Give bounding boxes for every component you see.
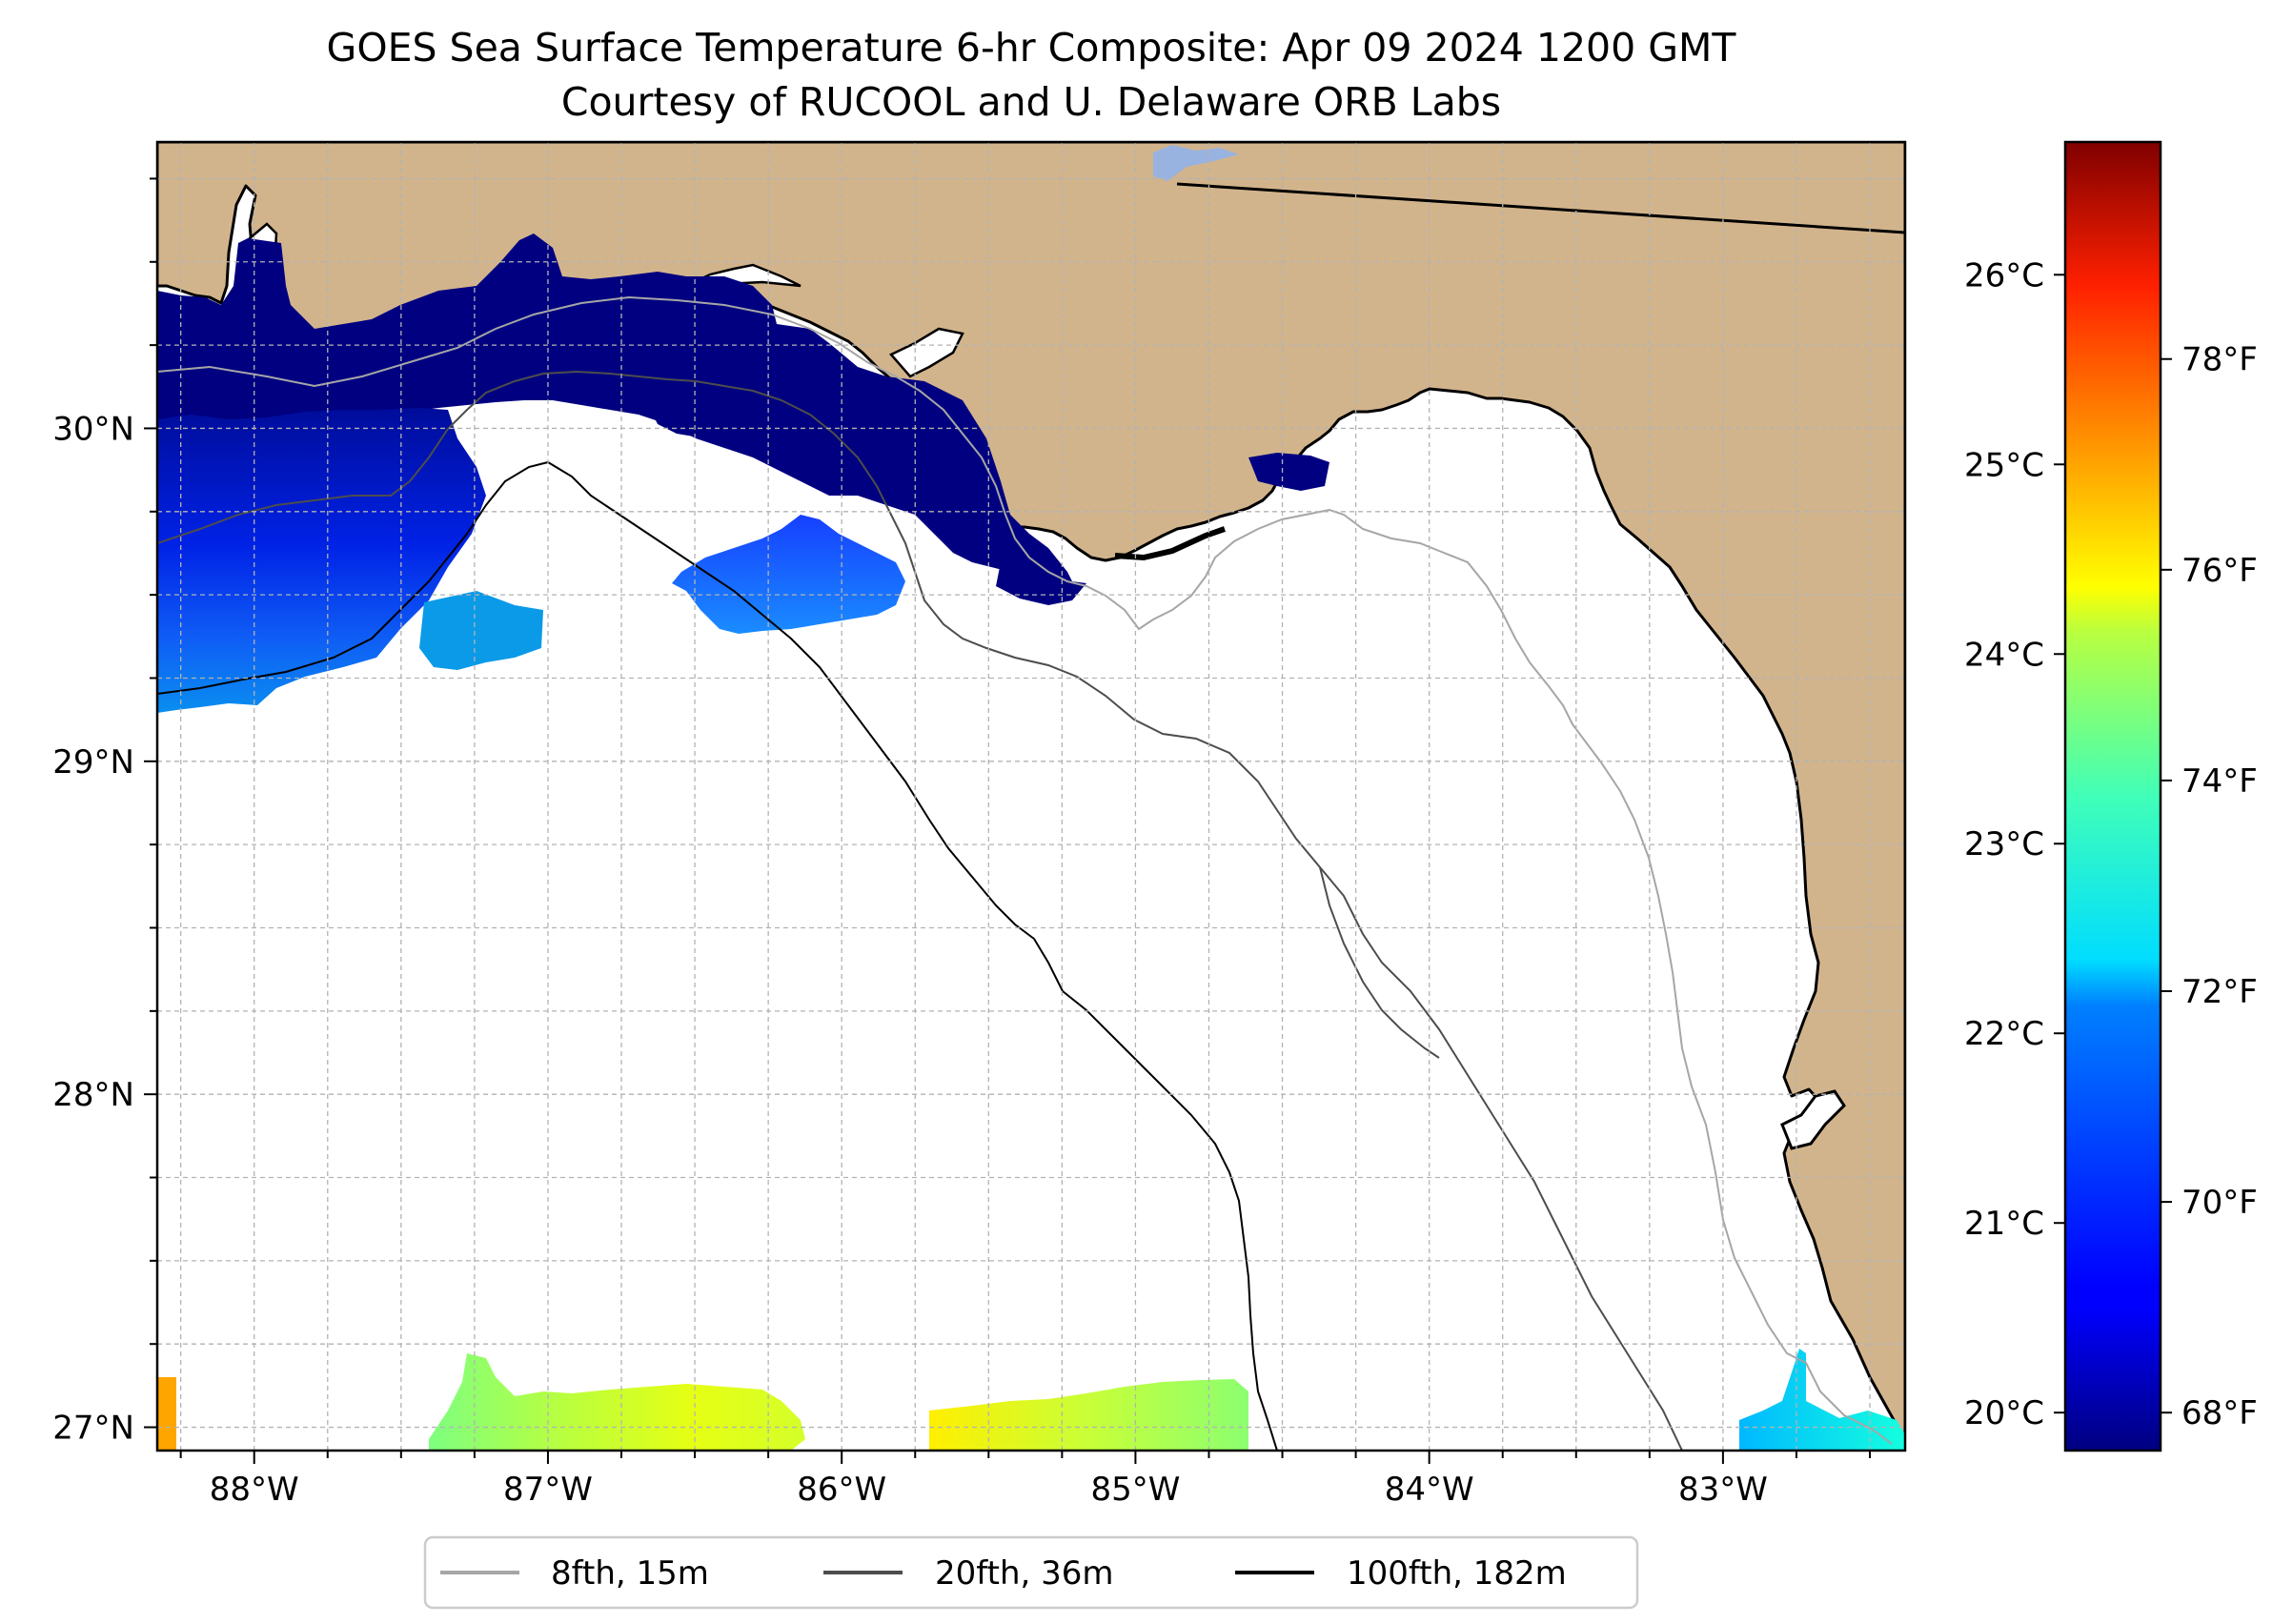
sst-patch-apalachee bbox=[1248, 453, 1329, 491]
legend-label-8fth: 8fth, 15m bbox=[551, 1554, 709, 1593]
lon-tick-label: 85°W bbox=[1090, 1471, 1180, 1509]
lon-tick-label: 87°W bbox=[503, 1471, 593, 1509]
sst-patch-west-blue bbox=[157, 408, 486, 713]
lat-tick-label: 29°N bbox=[52, 743, 134, 782]
legend-label-100fth: 100fth, 182m bbox=[1347, 1554, 1567, 1593]
bay-tampa bbox=[1780, 1089, 1846, 1150]
celsius-tick-label: 23°C bbox=[1964, 825, 2044, 863]
colorbar-ticks: 20°C 21°C 22°C 23°C 24°C 25°C 26°C 68°F 70°F 72°F… bbox=[1964, 256, 2258, 1432]
lat-tick-label: 30°N bbox=[52, 410, 134, 448]
sst-patch-west-light bbox=[419, 591, 543, 670]
fahrenheit-tick-label: 74°F bbox=[2181, 762, 2258, 801]
lon-tick-label: 88°W bbox=[210, 1471, 299, 1509]
celsius-tick-label: 21°C bbox=[1964, 1205, 2044, 1243]
isobath-8fth bbox=[157, 295, 1893, 1445]
map-gridlines bbox=[157, 142, 1905, 1451]
sst-patch-northwest bbox=[157, 233, 1077, 591]
celsius-tick-label: 22°C bbox=[1964, 1015, 2044, 1053]
map-axes: 88°W 87°W 86°W 85°W 84°W 83°W 27°N 28°N 29°N 30°N bbox=[52, 177, 1872, 1509]
lon-tick-label: 84°W bbox=[1385, 1471, 1474, 1509]
sst-patch-west-edge bbox=[157, 1377, 176, 1451]
map-area bbox=[157, 142, 1905, 1451]
island-st-george bbox=[1114, 526, 1226, 561]
celsius-tick-label: 24°C bbox=[1964, 636, 2044, 674]
celsius-tick-label: 25°C bbox=[1964, 446, 2044, 484]
isobath-100fth bbox=[157, 460, 1278, 1451]
isobath-20fth-reef bbox=[1319, 866, 1440, 1059]
sst-patch-southwest bbox=[429, 1353, 805, 1451]
fahrenheit-tick-label: 72°F bbox=[2181, 973, 2258, 1011]
lon-tick-label: 83°W bbox=[1678, 1471, 1768, 1509]
celsius-tick-label: 20°C bbox=[1964, 1394, 2044, 1432]
fahrenheit-tick-label: 68°F bbox=[2181, 1394, 2258, 1432]
state-border bbox=[1176, 182, 1905, 234]
map-subtitle: Courtesy of RUCOOL and U. Delaware ORB L… bbox=[561, 79, 1501, 125]
colorbar bbox=[2063, 140, 2162, 1452]
legend-label-20fth: 20fth, 36m bbox=[935, 1554, 1114, 1593]
map-frame bbox=[155, 140, 1907, 1452]
fahrenheit-tick-label: 78°F bbox=[2181, 341, 2258, 379]
lake-seminole bbox=[1153, 145, 1239, 181]
legend-frame bbox=[423, 1535, 1639, 1610]
sst-patch-south-central bbox=[929, 1379, 1248, 1451]
sst-patch-mid bbox=[672, 515, 905, 634]
fahrenheit-tick-label: 76°F bbox=[2181, 552, 2258, 590]
fahrenheit-tick-label: 70°F bbox=[2181, 1184, 2258, 1222]
bay-st-andrew bbox=[888, 327, 964, 378]
lat-tick-label: 28°N bbox=[52, 1076, 134, 1114]
celsius-tick-label: 26°C bbox=[1964, 256, 2044, 294]
map-title: GOES Sea Surface Temperature 6-hr Compos… bbox=[327, 25, 1737, 71]
sst-patch-mid-dark bbox=[648, 386, 720, 438]
isobath-20fth bbox=[157, 370, 1683, 1451]
legend: 8fth, 15m 20fth, 36m 100fth, 182m bbox=[423, 1535, 1639, 1610]
lon-tick-label: 86°W bbox=[797, 1471, 886, 1509]
lat-tick-label: 27°N bbox=[52, 1410, 134, 1448]
